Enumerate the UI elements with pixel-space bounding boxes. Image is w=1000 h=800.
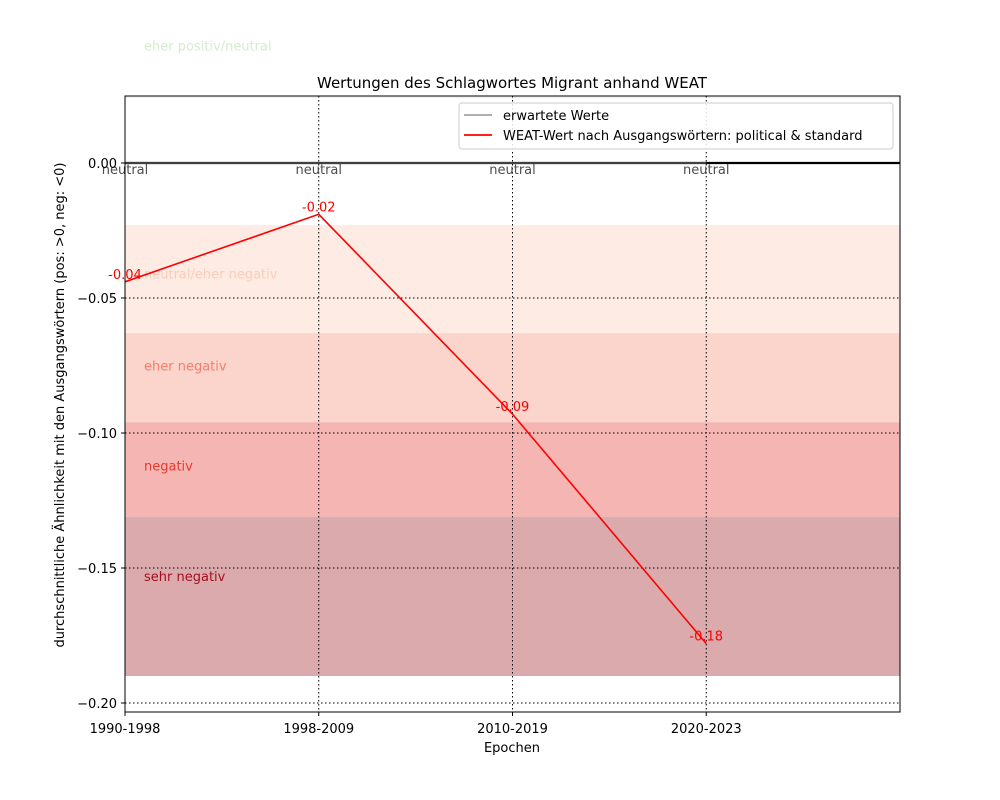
data-labels: neutral neutral neutral neutral-0.04-0.02-0… [102,163,730,645]
legend: erwartete Werte WEAT-Wert nach Ausgangsw… [458,102,894,150]
expected-label-3: neutral [683,163,730,178]
weat-label-3: -0.18 [689,630,723,645]
x-axis-label: Epochen [484,741,540,756]
y-tick-label-1: −0.05 [77,292,117,307]
series-line-1 [124,213,707,645]
legend-label-expected: erwartete Werte [503,109,609,124]
band-label-2: eher negativ [144,360,227,375]
y-tick-label-0: 0.00 [88,157,117,172]
expected-label-1: neutral [296,163,343,178]
axis-ticks: 0.00 −0.05 −0.10 −0.15 −0.20 1990-1998 1998-20… [77,157,742,737]
x-tick-label-1: 1998-2009 [283,722,354,737]
y-tick-label-4: −0.20 [77,697,117,712]
band-label-1: neutral/eher negativ [144,268,278,283]
series-lines [124,161,900,645]
band-1 [125,225,900,334]
y-tick-label-3: −0.15 [77,562,117,577]
band-label-0: eher positiv/neutral [144,40,272,55]
y-tick-label-2: −0.10 [77,427,117,442]
weat-label-1: -0.02 [302,200,336,215]
y-axis-label: durchschnittliche Ähnlichkeit mit den Au… [52,162,68,647]
legend-label-weat: WEAT-Wert nach Ausgangswörtern: politica… [503,129,862,144]
x-tick-label-0: 1990-1998 [90,722,161,737]
band-label-4: sehr negativ [144,570,226,585]
legend-box [458,102,894,150]
band-label-3: negativ [144,459,193,474]
band-0 [125,96,900,99]
weat-label-2: -0.09 [496,400,530,415]
x-tick-label-3: 2020-2023 [671,722,742,737]
band-2 [125,333,900,423]
chart-title: Wertungen des Schlagwortes Migrant anhan… [317,74,708,92]
x-tick-label-2: 2010-2019 [477,722,548,737]
expected-label-2: neutral [489,163,536,178]
